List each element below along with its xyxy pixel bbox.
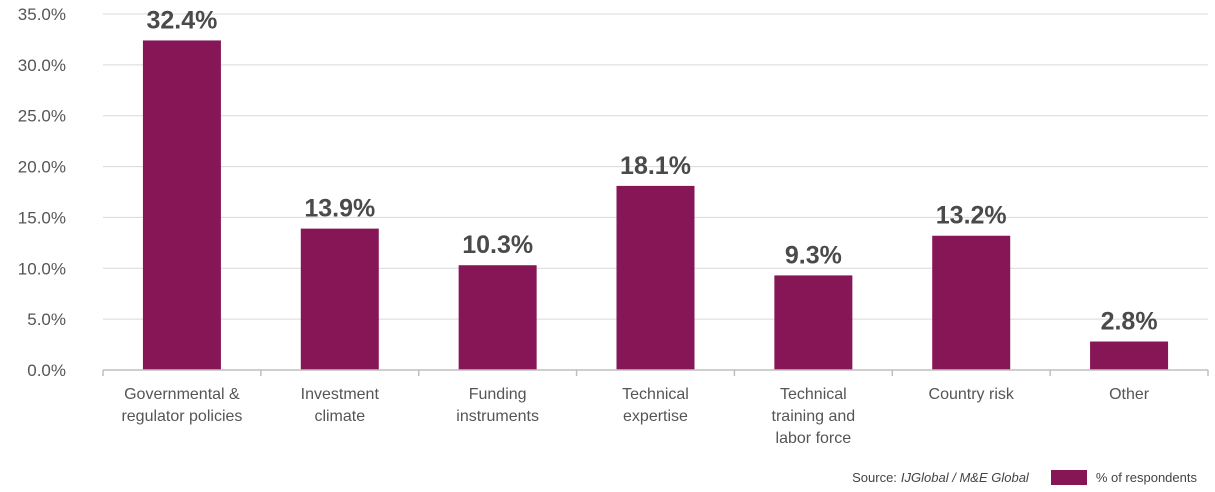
category-label-line: Country risk	[929, 386, 1015, 403]
category-label-line: Technical	[622, 386, 689, 403]
category-label: Other	[1109, 386, 1150, 403]
category-label: Country risk	[929, 386, 1015, 403]
source-prefix: Source:	[852, 470, 897, 485]
y-tick-label: 35.0%	[18, 5, 66, 24]
bar	[142, 40, 221, 371]
data-label: 18.1%	[620, 152, 691, 180]
category-label-line: regulator policies	[121, 408, 242, 425]
data-label: 10.3%	[462, 231, 533, 259]
bar	[774, 275, 853, 370]
bar	[458, 265, 537, 370]
data-label: 32.4%	[146, 6, 217, 34]
bars	[142, 40, 1169, 371]
legend-swatch	[1050, 470, 1087, 485]
y-tick-label: 20.0%	[18, 158, 66, 177]
data-label: 2.8%	[1101, 308, 1158, 336]
legend-label: % of respondents	[1095, 470, 1197, 485]
category-label: Investment climate	[301, 386, 380, 425]
data-label: 13.9%	[304, 195, 375, 223]
y-tick-label: 5.0%	[27, 310, 66, 329]
category-label: Technical expertise	[622, 386, 689, 425]
y-tick-label: 15.0%	[18, 208, 66, 227]
category-label-line: Technical	[780, 386, 847, 403]
bar	[1090, 341, 1169, 370]
category-labels: Governmental & regulator policies Investme…	[121, 386, 1149, 447]
y-tick-label: 10.0%	[18, 259, 66, 278]
category-label-line: climate	[314, 408, 365, 425]
y-tick-label: 0.0%	[27, 361, 66, 380]
category-label-line: instruments	[456, 408, 539, 425]
bar	[300, 228, 379, 370]
x-axis	[102, 369, 1209, 376]
category-label-line: Governmental &	[124, 386, 240, 403]
category-label-line: Other	[1109, 386, 1150, 403]
category-label-line: Funding	[469, 386, 527, 403]
category-label-line: expertise	[623, 408, 688, 425]
category-label: Technical training and labor force	[772, 386, 856, 447]
category-label-line: labor force	[776, 430, 852, 447]
category-label-line: Investment	[301, 386, 380, 403]
category-label-line: training and	[772, 408, 856, 425]
y-tick-label: 25.0%	[18, 107, 66, 126]
category-label: Funding instruments	[456, 386, 539, 425]
bar	[932, 235, 1011, 370]
data-labels: 32.4% 13.9% 10.3% 18.1% 9.3% 13.2% 2.8%	[146, 6, 1157, 335]
data-label: 9.3%	[785, 241, 842, 269]
data-label: 13.2%	[936, 202, 1007, 230]
category-label: Governmental & regulator policies	[121, 386, 242, 425]
bar	[616, 185, 695, 370]
source-name: IJGlobal / M&E Global	[900, 470, 1029, 485]
chart-footer: Source: IJGlobal / M&E Global % of respo…	[852, 470, 1197, 485]
y-tick-label: 30.0%	[18, 56, 66, 75]
y-axis-tick-labels: 0.0% 5.0% 10.0% 15.0% 20.0% 25.0% 30.0% 35.0%	[18, 5, 66, 380]
